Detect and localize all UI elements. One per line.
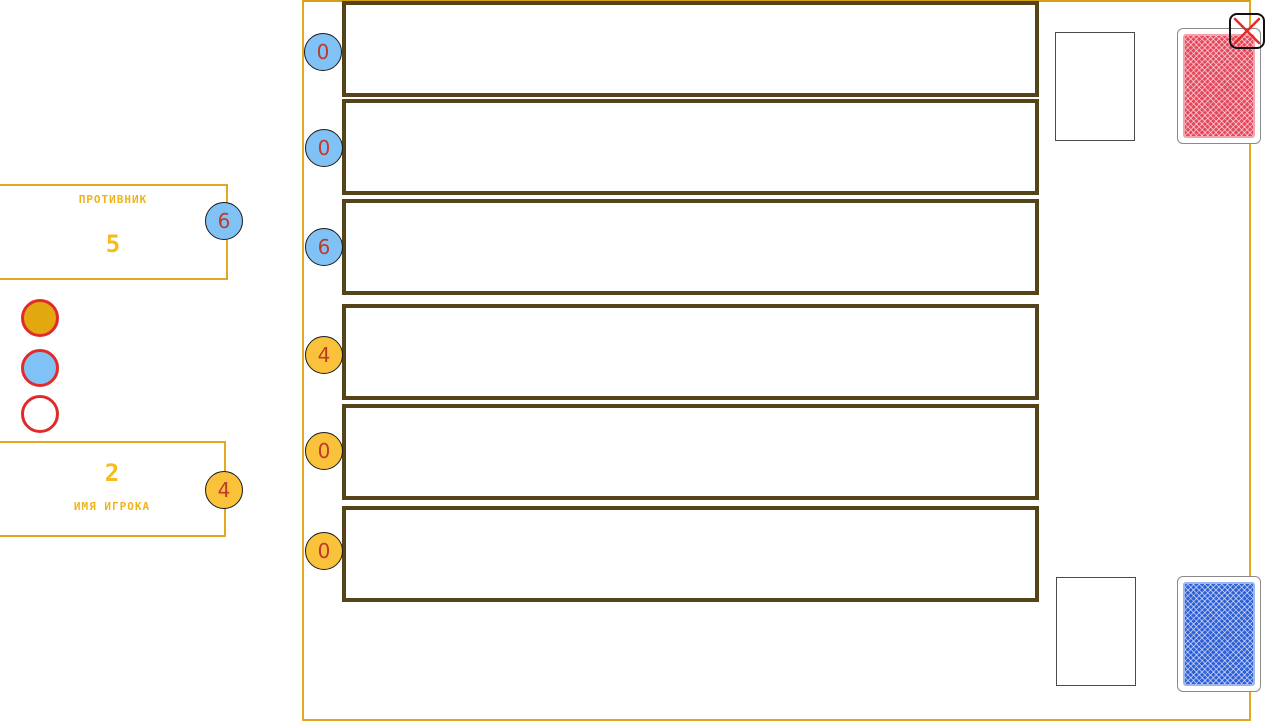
row-5-score-badge: 0: [305, 432, 343, 470]
opponent-score: 5: [105, 230, 121, 258]
row-2-score-badge: 0: [305, 129, 343, 167]
board-row-2[interactable]: [342, 99, 1039, 195]
player-panel: 2 ИМЯ ИГРОКА: [0, 441, 226, 537]
legend-circle-gold: [21, 299, 59, 337]
row-1-score-badge: 0: [304, 33, 342, 71]
player-deck[interactable]: [1177, 576, 1261, 692]
player-score: 2: [104, 459, 120, 487]
close-button[interactable]: [1229, 13, 1265, 49]
row-6-score-badge: 0: [305, 532, 343, 570]
opponent-hand-count-badge: 6: [205, 202, 243, 240]
board-row-6[interactable]: [342, 506, 1039, 602]
opponent-discard-slot[interactable]: [1055, 32, 1135, 141]
player-hand-count-badge: 4: [205, 471, 243, 509]
row-4-score-badge: 4: [305, 336, 343, 374]
opponent-deck[interactable]: [1177, 28, 1261, 144]
blue-card-back-icon: [1183, 582, 1255, 686]
player-name: ИМЯ ИГРОКА: [73, 500, 151, 513]
player-discard-slot[interactable]: [1056, 577, 1136, 686]
opponent-panel: ПРОТИВНИК 5: [0, 184, 228, 280]
legend-circle-blue: [21, 349, 59, 387]
board-row-1[interactable]: [342, 1, 1039, 97]
legend-circle-empty: [21, 395, 59, 433]
board-row-5[interactable]: [342, 404, 1039, 500]
board-row-4[interactable]: [342, 304, 1039, 400]
board-row-3[interactable]: [342, 199, 1039, 295]
row-3-score-badge: 6: [305, 228, 343, 266]
red-card-back-icon: [1183, 34, 1255, 138]
opponent-name: ПРОТИВНИК: [78, 193, 148, 206]
close-icon: [1233, 17, 1261, 45]
